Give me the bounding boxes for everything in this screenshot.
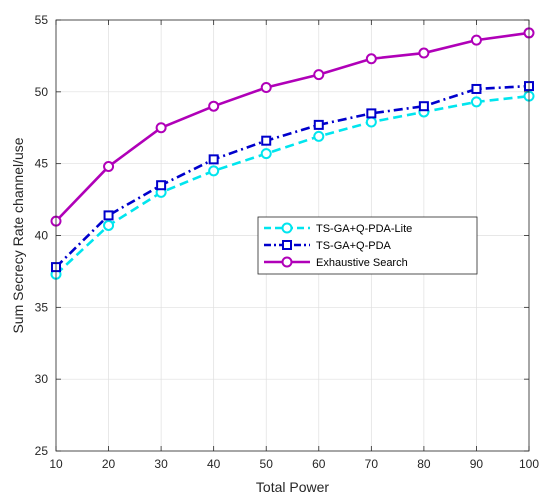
series-line — [55, 94, 530, 276]
data-point — [365, 53, 377, 65]
legend-entry: TS-GA+Q-PDA-Lite — [264, 222, 412, 235]
legend-marker — [281, 222, 293, 234]
x-tick-label: 60 — [312, 457, 326, 471]
y-axis-label: Sum Secrecy Rate channel/use — [10, 137, 26, 333]
x-tick-label: 70 — [365, 457, 379, 471]
data-point — [365, 116, 377, 128]
data-point — [471, 83, 482, 94]
legend-label: TS-GA+Q-PDA — [316, 240, 392, 252]
data-point — [313, 119, 324, 130]
x-tick-label: 10 — [49, 457, 63, 471]
y-tick-label: 55 — [35, 13, 49, 27]
y-tick-label: 25 — [35, 444, 49, 458]
legend-entry: Exhaustive Search — [264, 256, 408, 269]
y-tick-label: 30 — [35, 372, 49, 386]
data-point — [208, 154, 219, 165]
series-2 — [50, 27, 535, 227]
data-point — [260, 82, 272, 94]
legend-marker — [281, 256, 293, 268]
series-0 — [50, 90, 535, 280]
series-1 — [51, 81, 534, 273]
data-point — [313, 130, 325, 142]
ticks: 10 20 30 40 50 60 70 80 90 100 25 30 35 40 45 50 55 — [35, 13, 540, 471]
data-point — [208, 100, 220, 112]
x-tick-label: 90 — [470, 457, 484, 471]
x-tick-label: 50 — [260, 457, 274, 471]
x-tick-label: 30 — [154, 457, 168, 471]
data-point — [103, 210, 114, 221]
series-line — [55, 31, 530, 223]
x-tick-label: 100 — [519, 457, 539, 471]
y-tick-label: 35 — [35, 300, 49, 314]
data-point — [155, 122, 167, 134]
data-point — [156, 180, 167, 191]
x-tick-label: 80 — [417, 457, 431, 471]
x-tick-label: 40 — [207, 457, 221, 471]
legend-label: TS-GA+Q-PDA-Lite — [316, 223, 412, 235]
series-line — [55, 84, 530, 269]
data-point — [261, 135, 272, 146]
data-point — [313, 69, 325, 81]
y-tick-label: 45 — [35, 157, 49, 171]
data-point — [260, 148, 272, 160]
data-point — [470, 96, 482, 108]
y-tick-label: 50 — [35, 85, 49, 99]
data-point — [470, 34, 482, 46]
legend: TS-GA+Q-PDA-Lite TS-GA+Q-PDA Exhaustive Se… — [257, 216, 478, 275]
data-point — [103, 219, 115, 231]
data-point — [103, 161, 115, 173]
x-tick-label: 20 — [102, 457, 116, 471]
legend-entry: TS-GA+Q-PDA — [264, 240, 392, 252]
data-point — [366, 108, 377, 119]
legend-label: Exhaustive Search — [316, 257, 408, 269]
series-layer — [50, 27, 535, 280]
data-point — [418, 47, 430, 59]
data-point — [208, 165, 220, 177]
y-tick-label: 40 — [35, 229, 49, 243]
x-axis-label: Total Power — [256, 479, 329, 495]
data-point — [418, 101, 429, 112]
legend-marker — [282, 240, 292, 250]
